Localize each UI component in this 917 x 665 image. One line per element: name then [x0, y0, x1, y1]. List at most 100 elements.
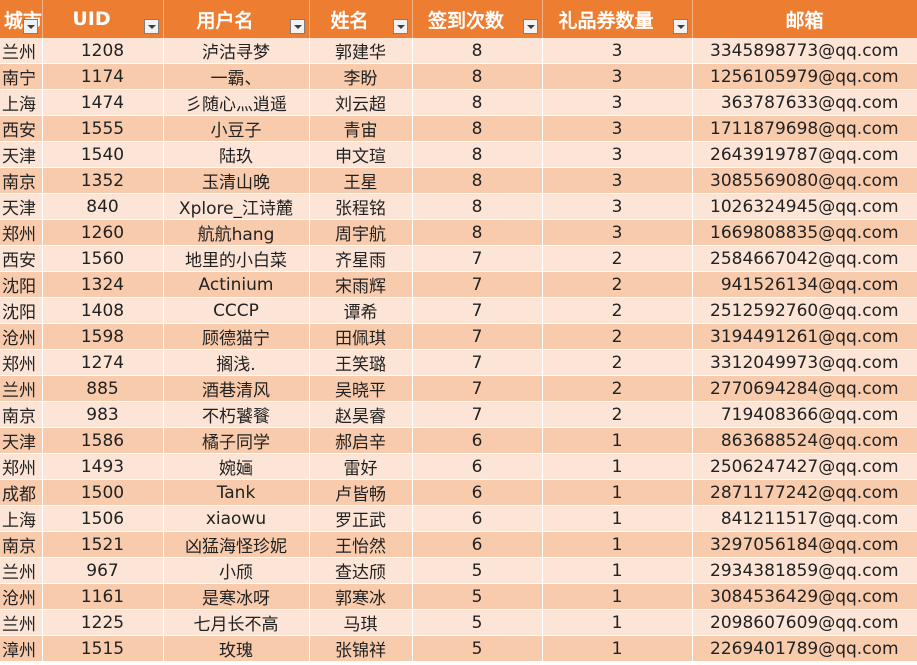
cell-city[interactable]: 郑州 — [0, 349, 43, 376]
cell-coupons[interactable]: 2 — [542, 401, 693, 428]
cell-coupons[interactable]: 2 — [542, 349, 693, 376]
cell-city[interactable]: 兰州 — [0, 38, 43, 64]
cell-checkins[interactable]: 8 — [412, 141, 543, 168]
filter-dropdown-icon[interactable] — [522, 19, 538, 34]
cell-city[interactable]: 沧州 — [0, 323, 43, 350]
cell-username[interactable]: 不朽饕餮 — [163, 401, 310, 428]
cell-coupons[interactable]: 1 — [542, 505, 693, 532]
filter-dropdown-icon[interactable] — [392, 19, 408, 34]
cell-checkins[interactable]: 6 — [412, 427, 543, 454]
cell-checkins[interactable]: 8 — [412, 193, 543, 220]
cell-city[interactable]: 南京 — [0, 167, 43, 194]
cell-email[interactable]: 2871177242@qq.com — [692, 479, 917, 506]
cell-uid[interactable]: 1586 — [42, 427, 164, 454]
header-uid[interactable]: UID — [42, 0, 164, 38]
cell-checkins[interactable]: 7 — [412, 271, 543, 298]
cell-username[interactable]: 橘子同学 — [163, 427, 310, 454]
cell-checkins[interactable]: 8 — [412, 219, 543, 246]
cell-email[interactable]: 1026324945@qq.com — [692, 193, 917, 220]
cell-uid[interactable]: 1521 — [42, 531, 164, 558]
cell-name[interactable]: 张程铭 — [309, 193, 413, 220]
cell-checkins[interactable]: 5 — [412, 635, 543, 662]
cell-uid[interactable]: 1408 — [42, 297, 164, 324]
cell-name[interactable]: 谭希 — [309, 297, 413, 324]
cell-coupons[interactable]: 2 — [542, 375, 693, 402]
cell-name[interactable]: 刘云超 — [309, 89, 413, 116]
cell-checkins[interactable]: 7 — [412, 323, 543, 350]
cell-city[interactable]: 南京 — [0, 531, 43, 558]
cell-checkins[interactable]: 6 — [412, 531, 543, 558]
cell-city[interactable]: 漳州 — [0, 635, 43, 662]
cell-email[interactable]: 2506247427@qq.com — [692, 453, 917, 480]
cell-checkins[interactable]: 7 — [412, 297, 543, 324]
cell-checkins[interactable]: 7 — [412, 401, 543, 428]
filter-dropdown-icon[interactable] — [289, 19, 305, 34]
cell-coupons[interactable]: 1 — [542, 609, 693, 636]
cell-uid[interactable]: 1560 — [42, 245, 164, 272]
cell-username[interactable]: 一霸、 — [163, 63, 310, 90]
cell-username[interactable]: 航航hang — [163, 219, 310, 246]
cell-city[interactable]: 上海 — [0, 505, 43, 532]
cell-city[interactable]: 郑州 — [0, 219, 43, 246]
cell-name[interactable]: 马琪 — [309, 609, 413, 636]
cell-email[interactable]: 863688524@qq.com — [692, 427, 917, 454]
cell-name[interactable]: 赵昊睿 — [309, 401, 413, 428]
cell-email[interactable]: 2934381859@qq.com — [692, 557, 917, 584]
cell-name[interactable]: 王星 — [309, 167, 413, 194]
cell-name[interactable]: 郭建华 — [309, 38, 413, 64]
cell-coupons[interactable]: 1 — [542, 635, 693, 662]
cell-name[interactable]: 郭寒冰 — [309, 583, 413, 610]
cell-username[interactable]: 玉清山晚 — [163, 167, 310, 194]
cell-email[interactable]: 1669808835@qq.com — [692, 219, 917, 246]
cell-username[interactable]: 泸沽寻梦 — [163, 38, 310, 64]
cell-name[interactable]: 田佩琪 — [309, 323, 413, 350]
cell-coupons[interactable]: 1 — [542, 531, 693, 558]
header-coupons[interactable]: 礼品券数量 — [542, 0, 693, 38]
cell-email[interactable]: 1256105979@qq.com — [692, 63, 917, 90]
cell-email[interactable]: 2098607609@qq.com — [692, 609, 917, 636]
header-city[interactable]: 城市 — [0, 0, 43, 38]
cell-coupons[interactable]: 2 — [542, 323, 693, 350]
cell-coupons[interactable]: 2 — [542, 297, 693, 324]
cell-coupons[interactable]: 3 — [542, 141, 693, 168]
cell-username[interactable]: 七月长不高 — [163, 609, 310, 636]
cell-city[interactable]: 郑州 — [0, 453, 43, 480]
cell-city[interactable]: 西安 — [0, 115, 43, 142]
cell-email[interactable]: 3345898773@qq.com — [692, 38, 917, 64]
cell-username[interactable]: Xplore_江诗麓 — [163, 193, 310, 220]
cell-city[interactable]: 南京 — [0, 401, 43, 428]
cell-uid[interactable]: 1500 — [42, 479, 164, 506]
cell-username[interactable]: 凶猛海怪珍妮 — [163, 531, 310, 558]
cell-uid[interactable]: 1493 — [42, 453, 164, 480]
cell-coupons[interactable]: 3 — [542, 219, 693, 246]
cell-coupons[interactable]: 2 — [542, 271, 693, 298]
filter-dropdown-icon[interactable] — [143, 19, 159, 34]
cell-city[interactable]: 南宁 — [0, 63, 43, 90]
cell-email[interactable]: 2269401789@qq.com — [692, 635, 917, 662]
cell-checkins[interactable]: 7 — [412, 349, 543, 376]
cell-name[interactable]: 王怡然 — [309, 531, 413, 558]
cell-city[interactable]: 西安 — [0, 245, 43, 272]
header-email[interactable]: 邮箱 — [692, 0, 917, 38]
cell-username[interactable]: 玫瑰 — [163, 635, 310, 662]
cell-username[interactable]: 陆玖 — [163, 141, 310, 168]
cell-email[interactable]: 2512592760@qq.com — [692, 297, 917, 324]
cell-checkins[interactable]: 5 — [412, 557, 543, 584]
cell-email[interactable]: 3297056184@qq.com — [692, 531, 917, 558]
cell-coupons[interactable]: 3 — [542, 193, 693, 220]
cell-name[interactable]: 李盼 — [309, 63, 413, 90]
header-checkins[interactable]: 签到次数 — [412, 0, 543, 38]
cell-username[interactable]: 婉婳 — [163, 453, 310, 480]
cell-name[interactable]: 青宙 — [309, 115, 413, 142]
cell-email[interactable]: 2584667042@qq.com — [692, 245, 917, 272]
cell-checkins[interactable]: 5 — [412, 609, 543, 636]
cell-name[interactable]: 申文瑄 — [309, 141, 413, 168]
cell-name[interactable]: 张锦祥 — [309, 635, 413, 662]
cell-uid[interactable]: 1260 — [42, 219, 164, 246]
cell-uid[interactable]: 1225 — [42, 609, 164, 636]
cell-name[interactable]: 王笑璐 — [309, 349, 413, 376]
cell-email[interactable]: 1711879698@qq.com — [692, 115, 917, 142]
cell-email[interactable]: 841211517@qq.com — [692, 505, 917, 532]
cell-uid[interactable]: 1506 — [42, 505, 164, 532]
filter-dropdown-icon[interactable] — [672, 19, 688, 34]
